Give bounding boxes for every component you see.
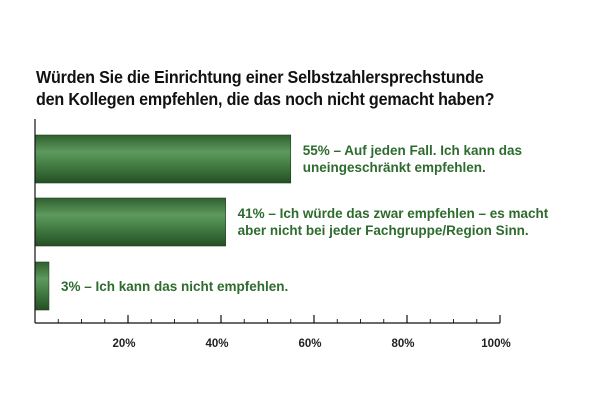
bar-label-line: 41% – Ich würde das zwar empfehlen – es … — [237, 206, 549, 221]
bar-label-2: 41% – Ich würde das zwar empfehlen – es … — [238, 205, 549, 239]
bar-label-line: 3% – Ich kann das nicht empfehlen. — [60, 278, 289, 294]
x-tick-label: 20% — [112, 338, 135, 350]
x-tick-label: 100% — [481, 338, 510, 350]
bar-label-line: aber nicht bei jeder Fachgruppe/Region S… — [237, 223, 529, 238]
bar-label-line: 55% – Auf jeden Fall. Ich kann das — [302, 143, 523, 158]
bar-1 — [34, 134, 292, 184]
x-tick-label: 40% — [205, 338, 228, 350]
x-tick-label: 80% — [391, 338, 414, 350]
chart-title-line-2: den Kollegen empfehlen, die das noch nic… — [36, 89, 495, 109]
x-tick-label: 60% — [298, 338, 321, 350]
chart-title: Würden Sie die Einrichtung einer Selbstz… — [36, 66, 537, 110]
bar-label-line: uneingeschränkt empfehlen. — [302, 160, 486, 175]
bar-label-3: 3% – Ich kann das nicht empfehlen. — [61, 278, 288, 295]
bar-2 — [34, 197, 226, 247]
chart-title-line-1: Würden Sie die Einrichtung einer Selbstz… — [36, 67, 484, 87]
bar-label-1: 55% – Auf jeden Fall. Ich kann das uneing… — [303, 142, 522, 176]
bar-3 — [34, 261, 50, 311]
